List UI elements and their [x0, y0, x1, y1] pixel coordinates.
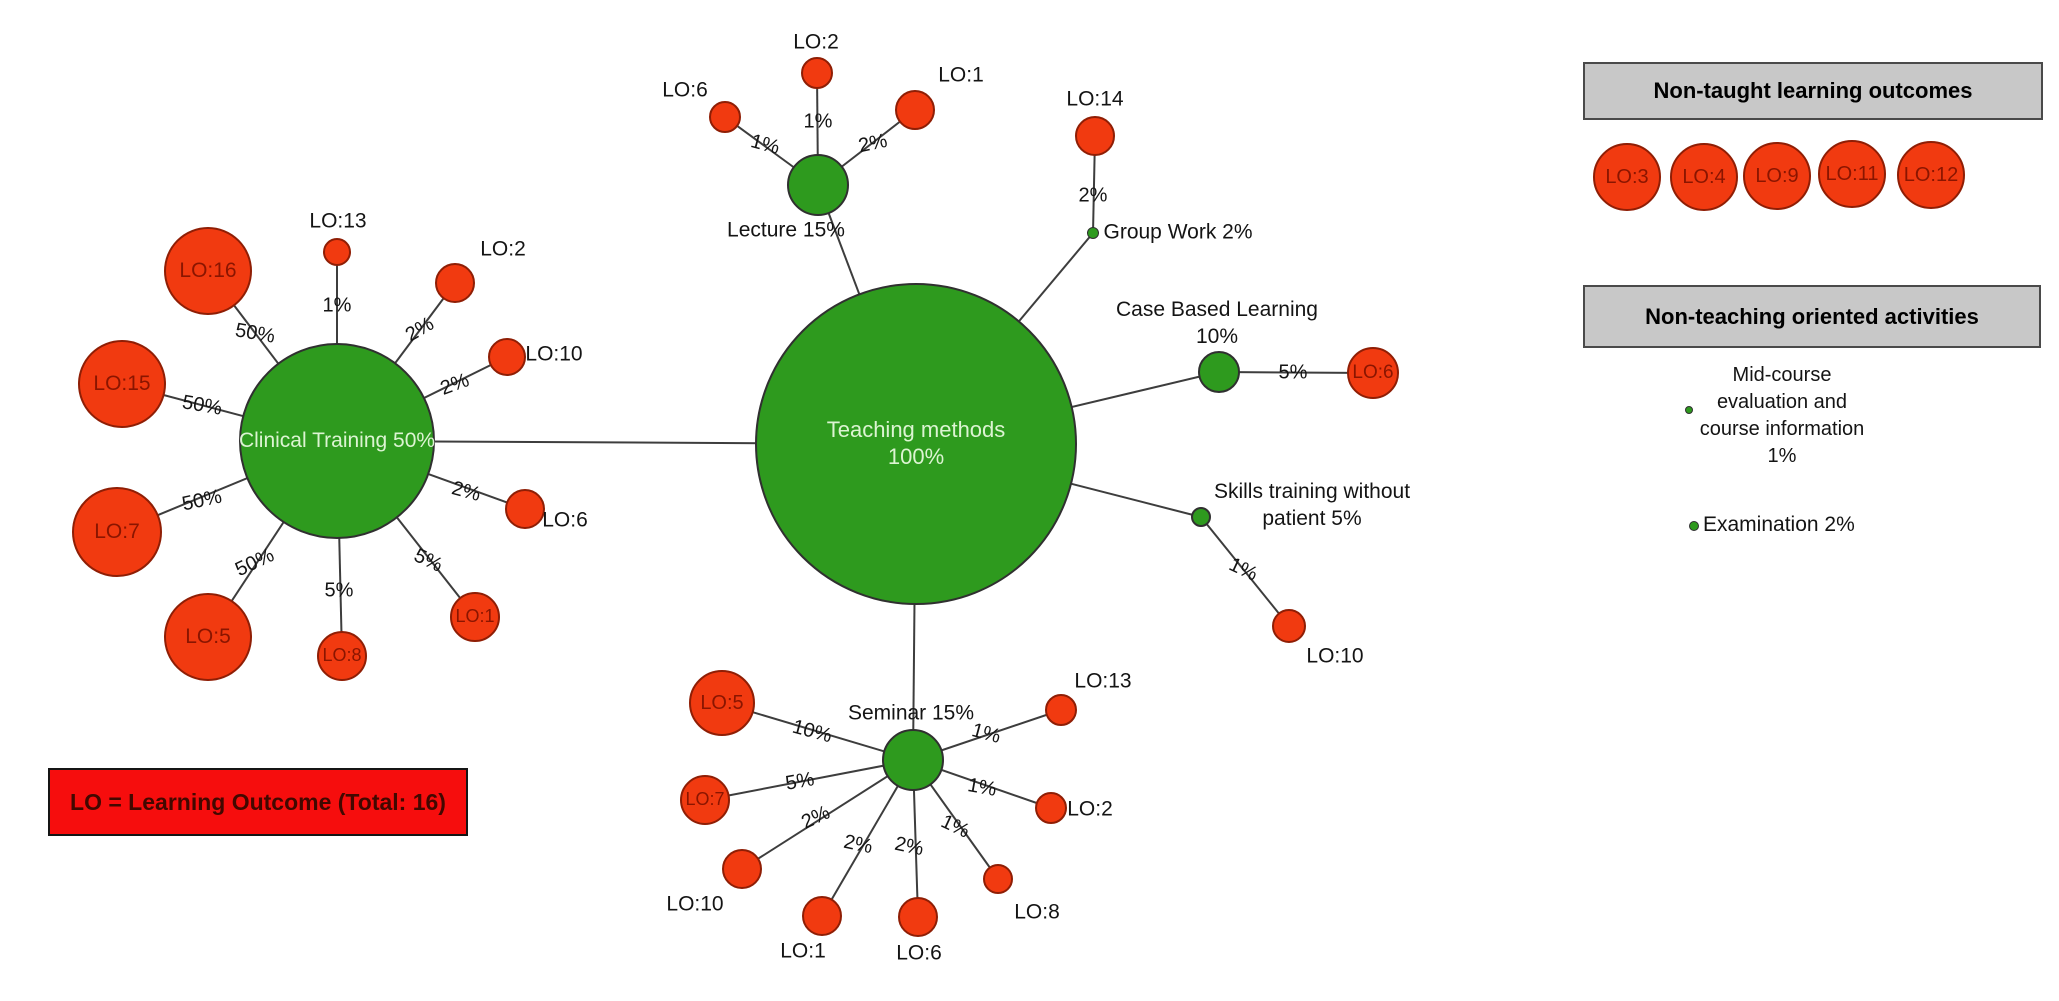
node-label-case-lo-6: LO:6: [1352, 362, 1394, 384]
lo6-seminar-label: LO:6: [896, 941, 942, 965]
node-lecture: [787, 154, 849, 216]
node-lecture-lo-6: [709, 101, 741, 133]
edge-seminar-to-seminar-lo-5: [721, 702, 914, 761]
node-nontaught-lo-9: LO:9: [1743, 142, 1811, 210]
node-clinical-lo-2: [435, 263, 475, 303]
lo10-seminar-label: LO:10: [666, 892, 724, 916]
edge-label-clinical-training-to-clinical-lo-8: 5%: [324, 579, 354, 602]
non-taught-outcomes-header: Non-taught learning outcomes: [1583, 62, 2043, 120]
node-seminar-lo-2: [1035, 792, 1067, 824]
node-clinical-lo-13: [323, 238, 351, 266]
node-clinical-lo-1: LO:1: [450, 592, 500, 642]
midcourse-evaluation-label: Mid-course evaluation and course informa…: [1699, 364, 1865, 467]
non-teaching-activities-header: Non-teaching oriented activities: [1583, 285, 2041, 348]
node-label-clinical-lo-1: LO:1: [455, 606, 495, 627]
node-seminar: [882, 729, 944, 791]
lo2-seminar-label: LO:2: [1067, 797, 1113, 821]
node-label-nontaught-lo-3: LO:3: [1605, 165, 1649, 188]
node-skills-lo-10: [1272, 609, 1306, 643]
node-label-clinical-training: Clinical Training 50%: [238, 429, 436, 453]
node-clinical-lo-15: LO:15: [78, 340, 166, 428]
node-seminar-lo-6: [898, 897, 938, 937]
node-seminar-lo-8: [983, 864, 1013, 894]
node-group-work: [1087, 227, 1099, 239]
node-midcourse-dot: [1685, 406, 1693, 414]
lo6-lecture-label: LO:6: [662, 78, 708, 102]
examination-label: Examination 2%: [1703, 513, 1855, 536]
node-clinical-lo-5: LO:5: [164, 593, 252, 681]
node-label-nontaught-lo-11: LO:11: [1825, 162, 1879, 185]
node-label-clinical-lo-5: LO:5: [185, 625, 231, 649]
node-skills-training: [1191, 507, 1211, 527]
edge-seminar-to-seminar-lo-7: [704, 759, 914, 801]
node-nontaught-lo-3: LO:3: [1593, 143, 1661, 211]
lo1-seminar-label: LO:1: [780, 939, 826, 963]
node-label-seminar-lo-5: LO:5: [700, 691, 744, 714]
node-clinical-lo-16: LO:16: [164, 227, 252, 315]
node-nontaught-lo-12: LO:12: [1897, 141, 1965, 209]
node-nontaught-lo-4: LO:4: [1670, 143, 1738, 211]
skills-training-label: Skills training without patient 5%: [1213, 480, 1411, 530]
node-examination-dot: [1689, 521, 1699, 531]
lo10-skills-label: LO:10: [1306, 644, 1364, 668]
node-seminar-lo-1: [802, 896, 842, 936]
node-label-teaching-methods: Teaching methods 100%: [826, 417, 1006, 469]
lo14-group-label: LO:14: [1066, 87, 1124, 111]
node-label-seminar-lo-7: LO:7: [685, 789, 725, 810]
lecture-label: Lecture 15%: [727, 218, 845, 242]
lo2-clinical-label: LO:2: [480, 237, 526, 261]
lo6-clinical-label: LO:6: [542, 508, 588, 532]
node-group-lo-14: [1075, 116, 1115, 156]
node-nontaught-lo-11: LO:11: [1818, 140, 1886, 208]
node-label-nontaught-lo-9: LO:9: [1755, 164, 1799, 187]
node-label-nontaught-lo-4: LO:4: [1682, 165, 1726, 188]
node-clinical-training: Clinical Training 50%: [239, 343, 435, 539]
node-label-nontaught-lo-12: LO:12: [1903, 163, 1959, 186]
node-seminar-lo-7: LO:7: [680, 775, 730, 825]
node-lecture-lo-2: [801, 57, 833, 89]
node-clinical-lo-7: LO:7: [72, 487, 162, 577]
node-teaching-methods: Teaching methods 100%: [755, 283, 1077, 605]
lo13-clinical-label: LO:13: [309, 209, 367, 233]
seminar-label: Seminar 15%: [847, 701, 975, 725]
node-case-lo-6: LO:6: [1347, 347, 1399, 399]
edge-seminar-to-seminar-lo-10: [741, 759, 914, 870]
edge-skills-training-to-skills-lo-10: [1200, 516, 1290, 627]
edge-label-lecture-to-lecture-lo-2: 1%: [803, 110, 833, 133]
node-seminar-lo-10: [722, 849, 762, 889]
lo8-seminar-label: LO:8: [1014, 900, 1060, 924]
case-based-label: Case Based Learning 10%: [1116, 298, 1318, 348]
edge-label-seminar-to-seminar-lo-7: 5%: [783, 768, 817, 795]
lo2-lecture-label: LO:2: [793, 30, 839, 54]
lo1-lecture-label: LO:1: [938, 63, 984, 87]
node-clinical-lo-6: [505, 489, 545, 529]
lo13-seminar-label: LO:13: [1074, 669, 1132, 693]
lo10-clinical-label: LO:10: [525, 342, 583, 366]
edge-label-clinical-training-to-clinical-lo-13: 1%: [322, 294, 352, 317]
edge-label-group-work-to-group-lo-14: 2%: [1078, 184, 1108, 207]
node-lecture-lo-1: [895, 90, 935, 130]
node-clinical-lo-8: LO:8: [317, 631, 367, 681]
node-label-clinical-lo-16: LO:16: [179, 259, 237, 283]
edge-label-seminar-to-seminar-lo-2: 1%: [965, 774, 999, 801]
node-label-clinical-lo-7: LO:7: [94, 520, 140, 544]
node-case-based-learning: [1198, 351, 1240, 393]
node-label-clinical-lo-15: LO:15: [93, 372, 151, 396]
edge-label-case-based-learning-to-case-lo-6: 5%: [1278, 361, 1308, 384]
node-label-clinical-lo-8: LO:8: [322, 645, 362, 666]
group-work-label: Group Work 2%: [1103, 220, 1253, 244]
node-seminar-lo-5: LO:5: [689, 670, 755, 736]
node-seminar-lo-13: [1045, 694, 1077, 726]
legend-box: LO = Learning Outcome (Total: 16): [48, 768, 468, 836]
node-clinical-lo-10: [488, 338, 526, 376]
